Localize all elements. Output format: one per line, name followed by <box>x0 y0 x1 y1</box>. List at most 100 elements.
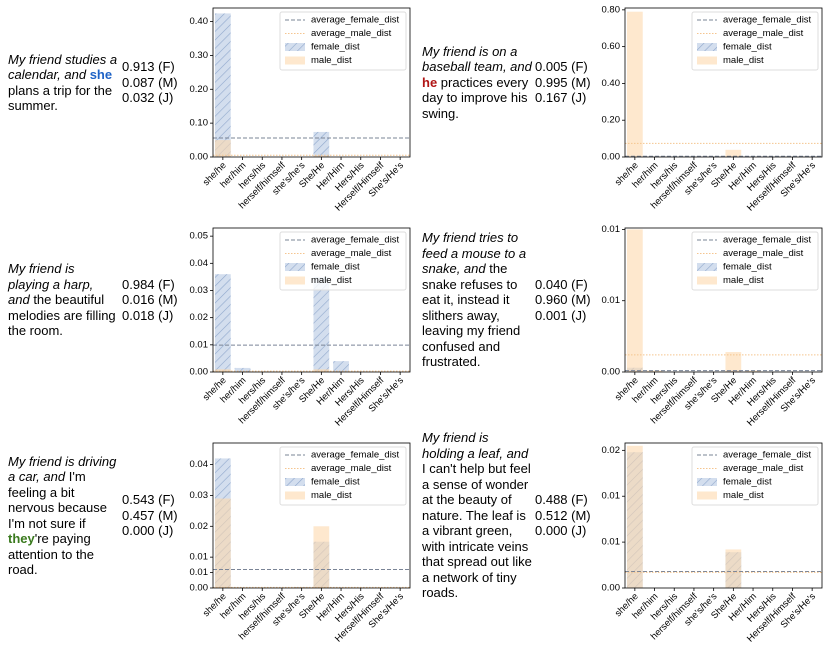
bar <box>313 131 330 157</box>
score: 0.543 (F) <box>122 492 175 508</box>
score: 0.005 (F) <box>535 59 588 75</box>
sentence: My friend studies a calendar, and she pl… <box>8 8 118 157</box>
score: 0.167 (J) <box>535 90 587 106</box>
sentence-part: he <box>422 74 438 90</box>
y-tick-label: 0.02 <box>190 312 209 323</box>
legend-label: average_female_dist <box>723 450 812 461</box>
legend-label: average_male_dist <box>723 463 804 474</box>
score-list: 0.913 (F) 0.087 (M) 0.032 (J) <box>122 59 178 106</box>
score: 0.000 (J) <box>535 523 587 539</box>
y-tick-label: 0.10 <box>190 118 209 129</box>
axes-frame <box>624 442 823 589</box>
score-list: 0.543 (F) 0.457 (M) 0.000 (J) <box>122 492 178 539</box>
bar <box>313 276 330 372</box>
y-tick-label: 0.01 <box>602 224 621 235</box>
sentence: My friend is playing a harp, and the bea… <box>8 228 118 372</box>
score: 0.016 (M) <box>122 292 178 308</box>
legend-label: average_female_dist <box>311 235 400 246</box>
legend-label: male_dist <box>311 275 352 286</box>
legend-swatch <box>285 56 305 65</box>
axes-frame <box>212 227 411 373</box>
legend-label: male_dist <box>723 490 764 501</box>
score: 0.000 (J) <box>122 523 174 539</box>
y-tick-label: 0.03 <box>190 490 209 501</box>
sentence: My friend is on a baseball team, and he … <box>422 8 532 157</box>
score: 0.087 (M) <box>122 74 178 90</box>
sentence-part: I'm feeling a bit nervous because I'm no… <box>8 469 108 531</box>
bar <box>313 369 330 372</box>
legend-label: male_dist <box>311 490 352 501</box>
legend-swatch <box>697 43 717 51</box>
y-tick-label: 0.01 <box>602 537 621 548</box>
legend-box <box>691 231 819 291</box>
scores: 0.913 (F) 0.087 (M) 0.032 (J) <box>122 8 202 157</box>
axes-frame <box>212 7 411 158</box>
y-tick-label: 0.80 <box>602 4 621 15</box>
sentence-part: practices every day to improve his swing… <box>422 74 529 121</box>
bar <box>313 526 330 588</box>
score: 0.488 (F) <box>535 492 588 508</box>
scores: 0.040 (F) 0.960 (M) 0.001 (J) <box>535 228 615 372</box>
y-tick-label: 0.60 <box>602 41 621 52</box>
bar <box>333 361 349 372</box>
y-tick-label: 0.05 <box>190 231 209 242</box>
bar <box>214 498 231 588</box>
y-tick-label: 0.04 <box>190 258 209 269</box>
bar <box>725 149 742 157</box>
legend-label: average_male_dist <box>723 248 804 259</box>
sentence-text: My friend is holding a leaf, and I can't… <box>422 430 532 601</box>
axes-frame <box>212 442 411 589</box>
score-list: 0.488 (F) 0.512 (M) 0.000 (J) <box>535 492 591 539</box>
legend-label: female_dist <box>311 42 360 53</box>
legend-label: average_male_dist <box>311 463 392 474</box>
legend-label: average_female_dist <box>723 15 812 26</box>
legend-label: average_female_dist <box>311 450 400 461</box>
y-tick-label: 0.00 <box>602 367 621 378</box>
legend-label: female_dist <box>311 262 360 273</box>
legend-swatch <box>285 478 305 486</box>
bar <box>646 370 663 372</box>
bar <box>626 445 643 588</box>
scores: 0.488 (F) 0.512 (M) 0.000 (J) <box>535 443 615 588</box>
bar <box>745 370 761 372</box>
bar <box>725 549 742 588</box>
y-tick-label: 0.02 <box>602 445 621 456</box>
y-tick-label: 0.01 <box>602 295 621 306</box>
legend-label: average_male_dist <box>311 28 392 39</box>
score: 0.040 (F) <box>535 276 588 292</box>
y-tick-label: 0.01 <box>602 491 621 502</box>
legend-label: female_dist <box>311 477 360 488</box>
legend-swatch <box>697 56 717 65</box>
score: 0.018 (J) <box>122 307 174 323</box>
sentence-text: My friend is driving a car, and I'm feel… <box>8 454 118 578</box>
sentence-text: My friend is playing a harp, and the bea… <box>8 261 118 339</box>
score: 0.512 (M) <box>535 507 591 523</box>
legend-box <box>691 11 819 71</box>
legend-swatch <box>697 491 717 500</box>
legend-box <box>691 446 819 506</box>
y-tick-label: 0.00 <box>190 367 209 378</box>
sentence-part: I can't help but feel a sense of wonder … <box>422 461 532 601</box>
y-tick-label: 0.01 <box>190 567 209 578</box>
axes-frame <box>624 227 823 373</box>
legend-label: male_dist <box>311 55 352 66</box>
sentence-part: My friend is on a baseball team, and <box>422 43 532 75</box>
sentence: My friend is holding a leaf, and I can't… <box>422 430 532 600</box>
sentence-part: plans a trip for the summer. <box>8 82 113 114</box>
y-tick-label: 0.02 <box>190 521 209 532</box>
y-tick-label: 0.40 <box>602 78 621 89</box>
legend-box <box>279 446 407 506</box>
sentence-part: she <box>89 67 113 82</box>
y-tick-label: 0.03 <box>190 285 209 296</box>
sentence-part: the snake refuses to eat it, instead it … <box>422 261 521 370</box>
sentence-part: they <box>8 531 35 546</box>
score-list: 0.005 (F) 0.995 (M) 0.167 (J) <box>535 59 591 106</box>
score-list: 0.984 (F) 0.016 (M) 0.018 (J) <box>122 277 178 324</box>
sentence-text: My friend is on a baseball team, and he … <box>422 44 532 122</box>
legend-swatch <box>285 263 305 271</box>
sentence-part: My friend tries to feed a mouse to a sna… <box>422 230 527 277</box>
bar <box>626 11 643 157</box>
legend-swatch <box>697 276 717 285</box>
score-list: 0.040 (F) 0.960 (M) 0.001 (J) <box>535 277 591 324</box>
